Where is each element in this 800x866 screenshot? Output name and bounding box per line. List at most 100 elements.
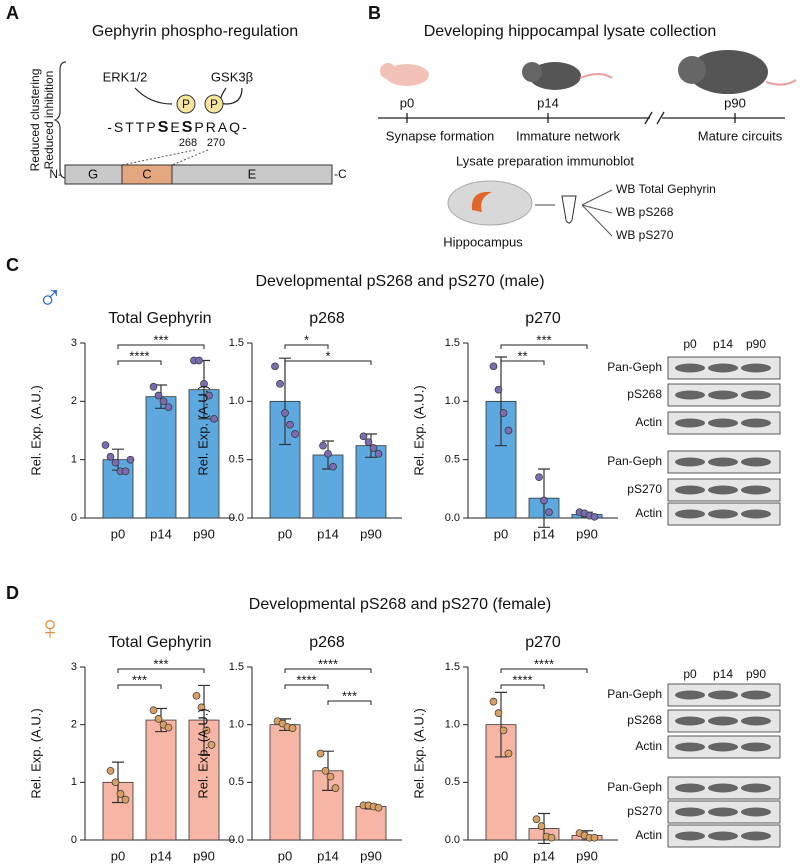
data-point (159, 397, 168, 406)
row-label: Actin (635, 739, 662, 753)
significance-label: **** (534, 656, 554, 671)
x-tick-label: p90 (193, 848, 215, 863)
y-tick-label: 2 (71, 719, 77, 731)
axis-break (644, 111, 665, 125)
row-label: pS270 (627, 482, 662, 496)
panel-title: Developmental pS268 and pS270 (female) (249, 596, 551, 613)
row-label: pS270 (627, 804, 662, 818)
chart-title: p268 (309, 634, 345, 651)
y-tick-label: 1.0 (229, 719, 244, 731)
data-point (271, 362, 279, 371)
y-tick-label: 0.5 (229, 776, 244, 788)
blot-band (708, 363, 738, 373)
x-tick-label: p14 (317, 848, 339, 863)
blot-band (741, 783, 771, 793)
domain-label: G (88, 166, 98, 181)
bar (355, 806, 387, 841)
significance-bracket (117, 668, 205, 673)
kinase-label: GSK3β (211, 69, 253, 84)
significance-bracket (500, 684, 545, 689)
blot-band (708, 783, 738, 793)
lane-label: p14 (713, 337, 733, 351)
data-point (590, 833, 599, 842)
side-label: Reduced clustering (28, 69, 42, 172)
blot-band (675, 742, 705, 752)
data-point (324, 449, 332, 458)
site-number: 270 (207, 137, 225, 149)
x-tick-label: p0 (111, 848, 125, 863)
terminus: -C (334, 167, 347, 181)
blot-band (675, 783, 705, 793)
data-point (207, 740, 216, 749)
significance-label: *** (153, 332, 168, 347)
blot-band (741, 363, 771, 373)
data-point (288, 724, 297, 732)
blot-band (675, 390, 705, 400)
data-point (321, 766, 330, 775)
hippocampus (471, 191, 492, 212)
blot-band (741, 390, 771, 400)
blot-band (741, 690, 771, 700)
x-tick-label: p14 (533, 526, 555, 541)
blot-band (675, 485, 705, 495)
x-tick-label: p0 (494, 526, 508, 541)
lane-label: p14 (713, 667, 733, 681)
data-point (547, 833, 556, 842)
data-point (276, 379, 284, 388)
significance-label: **** (296, 672, 316, 687)
blot-band (708, 807, 738, 817)
significance-bracket (327, 700, 372, 705)
x-tick-label: p14 (317, 526, 339, 541)
data-point (369, 444, 378, 452)
chart-title: p268 (309, 310, 345, 327)
data-point (195, 356, 203, 365)
y-tick-label: 0.5 (445, 776, 460, 788)
y-tick-label: 1.0 (445, 719, 460, 731)
y-tick-label: 0.0 (229, 512, 244, 524)
error-bar (495, 691, 507, 758)
domain-label: C (142, 166, 151, 181)
data-point (126, 455, 135, 464)
phospho-circle (204, 94, 224, 114)
panel-label: C (6, 255, 19, 275)
data-point (116, 790, 125, 798)
x-tick-label: p14 (150, 526, 172, 541)
data-point (319, 441, 327, 450)
y-tick-label: 0.5 (445, 454, 460, 466)
data-point (149, 706, 158, 715)
blot-label: WB Total Gephyrin (616, 182, 716, 196)
blot-band (675, 363, 705, 373)
data-point (494, 709, 503, 717)
x-tick-label: p0 (278, 526, 292, 541)
data-point (197, 703, 206, 712)
y-axis-label: Rel. Exp. (A.U.) (195, 385, 210, 475)
blot-band (708, 390, 738, 400)
side-brace (53, 61, 67, 179)
lane-label: p0 (683, 337, 697, 351)
mouse-p90 (688, 50, 768, 94)
x-tick-label: p90 (576, 526, 598, 541)
x-tick-label: p90 (360, 848, 382, 863)
timeline-tick (406, 113, 736, 123)
data-point (192, 691, 201, 700)
data-point (331, 784, 340, 792)
data-point (154, 391, 163, 400)
y-axis-label: Rel. Exp. (A.U.) (195, 708, 210, 798)
y-tick-label: 0.0 (445, 834, 460, 846)
blot-band (708, 485, 738, 495)
row-label: Pan-Geph (607, 454, 662, 468)
panel-label: A (6, 3, 19, 23)
data-point (121, 467, 130, 476)
arrow (134, 87, 173, 105)
timepoint: p14 (537, 95, 559, 110)
x-tick-label: p0 (278, 848, 292, 863)
data-point (364, 438, 373, 447)
site-number: 268 (179, 137, 197, 149)
y-tick-label: 0 (71, 834, 77, 846)
significance-bracket (117, 344, 205, 349)
sequence-site: S (158, 119, 171, 136)
data-point (200, 379, 208, 388)
blot-band (675, 509, 705, 519)
blot-band (675, 807, 705, 817)
